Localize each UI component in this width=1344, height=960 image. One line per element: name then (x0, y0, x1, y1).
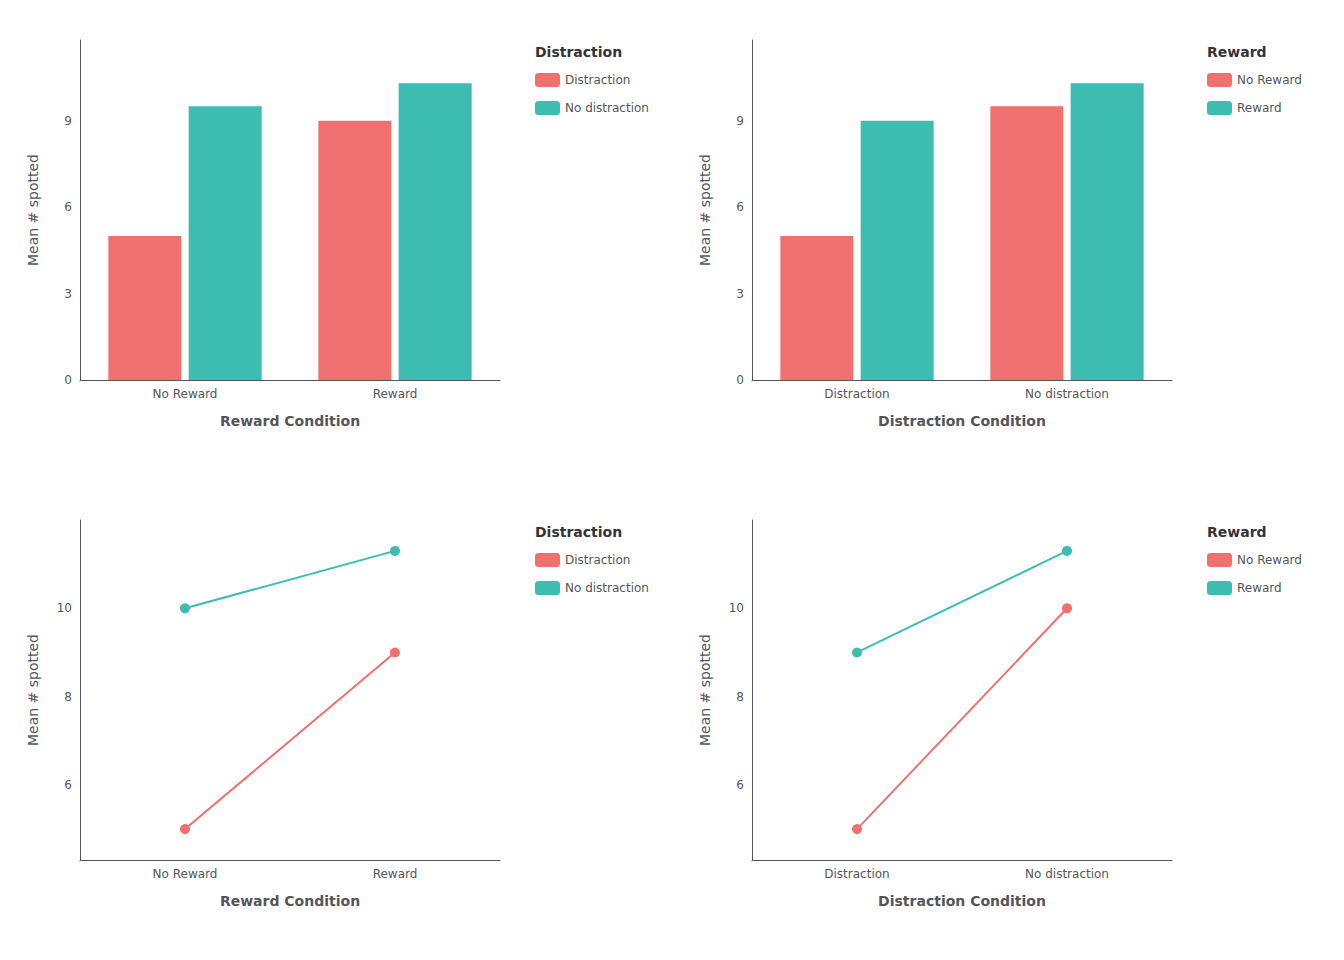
svg-text:Reward: Reward (1207, 44, 1267, 60)
svg-text:3: 3 (64, 287, 72, 301)
svg-text:Reward: Reward (1207, 524, 1267, 540)
svg-text:Reward: Reward (373, 387, 418, 401)
svg-text:No distraction: No distraction (1025, 387, 1109, 401)
svg-text:0: 0 (64, 373, 72, 387)
svg-text:9: 9 (64, 114, 72, 128)
svg-text:Distraction: Distraction (565, 553, 630, 567)
svg-text:Reward: Reward (373, 867, 418, 881)
svg-text:Mean # spotted: Mean # spotted (25, 154, 41, 266)
svg-text:6: 6 (736, 778, 744, 792)
svg-text:Distraction: Distraction (565, 73, 630, 87)
svg-text:Reward Condition: Reward Condition (220, 893, 360, 909)
svg-text:Distraction: Distraction (535, 44, 622, 60)
svg-text:6: 6 (64, 778, 72, 792)
svg-text:0: 0 (736, 373, 744, 387)
svg-text:8: 8 (64, 690, 72, 704)
svg-text:3: 3 (736, 287, 744, 301)
svg-text:10: 10 (729, 601, 744, 615)
svg-text:Mean # spotted: Mean # spotted (25, 634, 41, 746)
svg-text:9: 9 (736, 114, 744, 128)
svg-text:6: 6 (64, 200, 72, 214)
svg-text:Mean # spotted: Mean # spotted (697, 634, 713, 746)
svg-text:8: 8 (736, 690, 744, 704)
svg-text:Mean # spotted: Mean # spotted (697, 154, 713, 266)
svg-text:No Reward: No Reward (153, 387, 218, 401)
svg-text:Distraction: Distraction (535, 524, 622, 540)
svg-text:Distraction: Distraction (824, 387, 889, 401)
svg-text:No distraction: No distraction (565, 581, 649, 595)
svg-text:Distraction Condition: Distraction Condition (878, 893, 1046, 909)
svg-text:Distraction Condition: Distraction Condition (878, 413, 1046, 429)
svg-text:No Reward: No Reward (1237, 73, 1302, 87)
svg-text:No distraction: No distraction (565, 101, 649, 115)
svg-text:6: 6 (736, 200, 744, 214)
svg-text:10: 10 (57, 601, 72, 615)
svg-text:Reward: Reward (1237, 581, 1282, 595)
svg-text:Reward: Reward (1237, 101, 1282, 115)
svg-text:No Reward: No Reward (153, 867, 218, 881)
svg-text:No distraction: No distraction (1025, 867, 1109, 881)
svg-text:Distraction: Distraction (824, 867, 889, 881)
svg-text:Reward Condition: Reward Condition (220, 413, 360, 429)
svg-text:No Reward: No Reward (1237, 553, 1302, 567)
